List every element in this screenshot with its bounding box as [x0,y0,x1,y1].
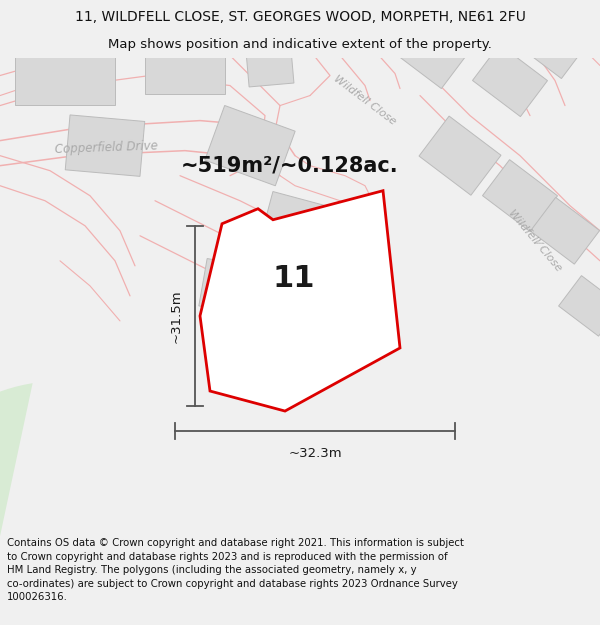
Text: Contains OS data © Crown copyright and database right 2021. This information is : Contains OS data © Crown copyright and d… [7,538,464,602]
Polygon shape [419,116,501,195]
Polygon shape [15,30,115,105]
Polygon shape [65,115,145,176]
Text: 11: 11 [272,264,315,293]
Polygon shape [385,2,475,89]
Polygon shape [145,34,225,94]
Text: Wildfell⁄ Close: Wildfell⁄ Close [506,208,563,274]
Text: Wildfell Close: Wildfell Close [332,74,398,127]
Polygon shape [259,191,341,260]
Polygon shape [0,316,32,625]
Polygon shape [246,48,294,87]
Polygon shape [559,276,600,336]
Polygon shape [199,259,271,317]
Text: Copperfield Drive: Copperfield Drive [55,139,158,156]
Polygon shape [205,106,295,186]
Polygon shape [521,12,589,79]
Text: Map shows position and indicative extent of the property.: Map shows position and indicative extent… [108,38,492,51]
Polygon shape [200,191,400,411]
Polygon shape [473,44,547,117]
Text: ~32.3m: ~32.3m [288,447,342,460]
Polygon shape [482,159,557,232]
Text: 11, WILDFELL CLOSE, ST. GEORGES WOOD, MORPETH, NE61 2FU: 11, WILDFELL CLOSE, ST. GEORGES WOOD, MO… [74,10,526,24]
Polygon shape [530,198,599,264]
Text: ~31.5m: ~31.5m [170,289,183,342]
Text: ~519m²/~0.128ac.: ~519m²/~0.128ac. [181,156,399,176]
